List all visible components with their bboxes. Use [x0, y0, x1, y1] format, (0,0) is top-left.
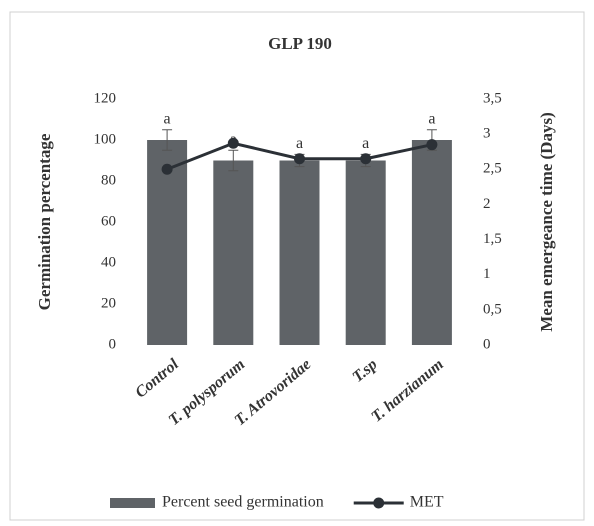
y2-tick-label: 3 — [483, 126, 491, 142]
annotation: a — [362, 135, 369, 152]
y2-tick-label: 2,5 — [483, 161, 502, 177]
y-tick-label: 100 — [94, 131, 117, 147]
chart-title: GLP 190 — [268, 34, 332, 53]
annotation: a — [428, 110, 435, 127]
bar — [279, 160, 320, 345]
y2-tick-label: 3,5 — [483, 90, 502, 106]
legend-swatch — [110, 498, 155, 508]
line-marker — [360, 153, 372, 165]
y-tick-label: 40 — [101, 254, 116, 270]
y-tick-label: 120 — [94, 90, 117, 106]
y-tick-label: 0 — [109, 336, 117, 352]
line-marker — [161, 163, 173, 175]
legend-label: MET — [410, 494, 444, 511]
legend-swatch — [373, 497, 385, 509]
y2-axis-label: Mean emergeance time (Days) — [537, 112, 556, 332]
error-bar — [162, 129, 173, 151]
y2-tick-label: 1,5 — [483, 231, 502, 247]
legend-label: Percent seed germination — [162, 494, 324, 511]
annotation: a — [164, 110, 171, 127]
y2-tick-label: 0 — [483, 336, 491, 352]
y2-tick-label: 0,5 — [483, 301, 502, 317]
annotation: a — [296, 135, 303, 152]
y-tick-label: 20 — [101, 295, 116, 311]
line-marker — [227, 137, 239, 149]
bar — [345, 160, 386, 345]
y-tick-label: 60 — [101, 213, 116, 229]
y-tick-label: 80 — [101, 172, 116, 188]
error-bar — [228, 149, 239, 172]
y-axis-label: Germination percentage — [35, 133, 54, 310]
y2-tick-label: 2 — [483, 196, 491, 212]
line-marker — [426, 139, 438, 151]
bar — [411, 140, 452, 345]
line-marker — [294, 153, 305, 165]
bar — [213, 160, 254, 345]
y2-tick-label: 1 — [483, 266, 491, 282]
